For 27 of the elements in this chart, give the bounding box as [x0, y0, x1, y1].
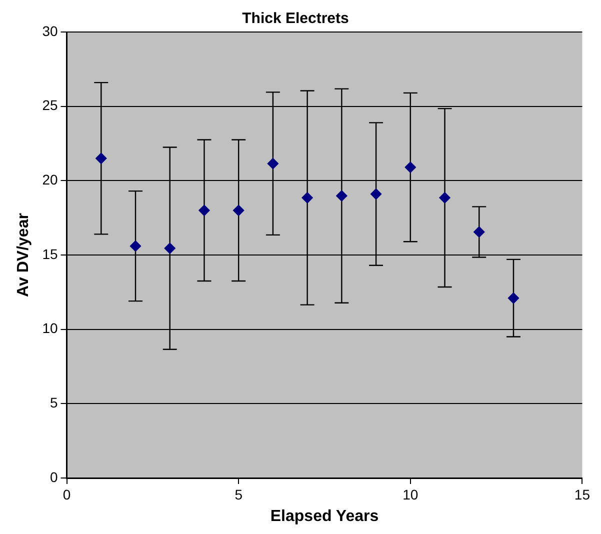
point [336, 190, 348, 202]
point [233, 204, 244, 216]
chart-title: Thick Electrets [242, 10, 349, 28]
y-tick-label: 25 [42, 97, 58, 114]
point [474, 226, 485, 238]
x-axis-title: Elapsed Years [270, 508, 379, 525]
y-axis-title: Av DV/year [15, 213, 32, 297]
y-tick-label: 0 [50, 468, 58, 485]
x-tick-label: 5 [234, 486, 243, 502]
point [508, 292, 519, 304]
y-tick-label: 30 [42, 22, 58, 39]
point [370, 188, 382, 200]
y-tick-label: 5 [50, 394, 58, 411]
y-tick-label: 10 [42, 320, 58, 336]
y-tick-label: 20 [42, 172, 58, 188]
point [404, 162, 416, 173]
y-tick-label: 15 [42, 246, 58, 262]
point [198, 204, 210, 216]
x-tick-label: 0 [62, 486, 71, 502]
point [130, 240, 141, 252]
point [302, 192, 313, 204]
point [164, 242, 176, 254]
point [267, 158, 278, 170]
point [96, 152, 107, 164]
x-tick-label: 15 [574, 486, 590, 502]
point [439, 192, 450, 204]
x-tick-label: 10 [402, 486, 418, 502]
